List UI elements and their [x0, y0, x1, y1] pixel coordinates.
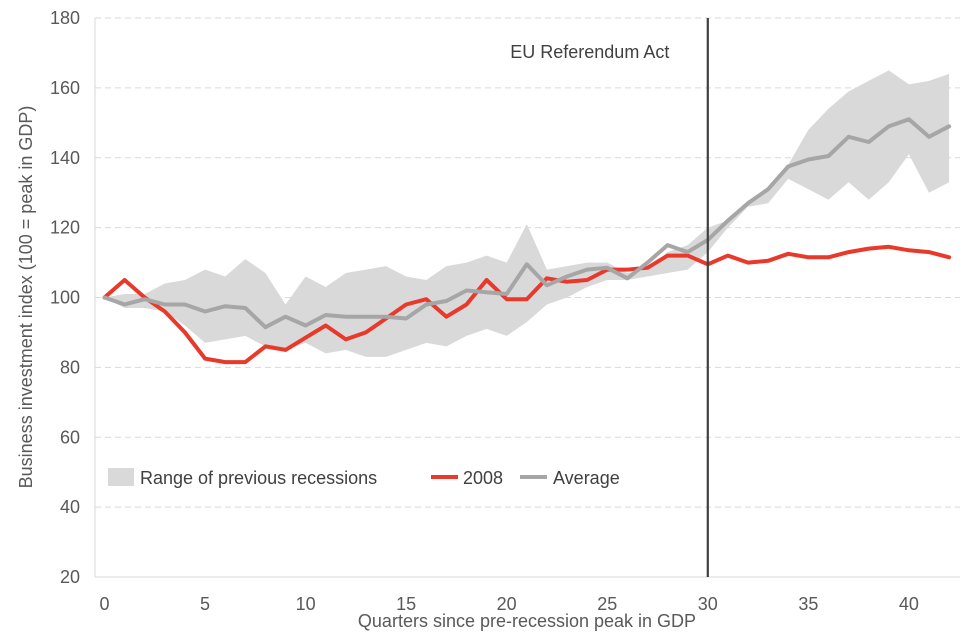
x-tick-10: 10 — [296, 594, 316, 614]
annotation-layer: EU Referendum Act — [510, 18, 709, 577]
x-tick-25: 25 — [597, 594, 617, 614]
x-tick-labels: 0 5 10 15 20 25 30 35 40 — [99, 594, 918, 614]
y-tick-120: 120 — [50, 218, 80, 238]
y-tick-180: 180 — [50, 8, 80, 28]
x-tick-15: 15 — [396, 594, 416, 614]
range-band — [104, 70, 950, 357]
y-tick-60: 60 — [60, 427, 80, 447]
series-line-average — [102, 117, 952, 330]
x-tick-0: 0 — [99, 594, 109, 614]
x-axis-title: Quarters since pre-recession peak in GDP — [358, 611, 696, 631]
y-tick-20: 20 — [60, 567, 80, 587]
x-tick-40: 40 — [899, 594, 919, 614]
y-tick-140: 140 — [50, 148, 80, 168]
legend-label-range: Range of previous recessions — [140, 468, 377, 488]
band-layer — [104, 70, 950, 357]
y-axis-title: Business investment index (100 = peak in… — [16, 106, 36, 489]
annotation-label: EU Referendum Act — [510, 42, 669, 62]
x-tick-5: 5 — [200, 594, 210, 614]
y-tick-100: 100 — [50, 288, 80, 308]
y-tick-80: 80 — [60, 357, 80, 377]
series-line-2008 — [102, 244, 952, 365]
x-tick-30: 30 — [698, 594, 718, 614]
legend-label-average: Average — [553, 468, 620, 488]
x-tick-35: 35 — [798, 594, 818, 614]
legend: Range of previous recessions 2008 Averag… — [108, 468, 620, 488]
series-layer — [102, 117, 952, 365]
legend-swatch-range — [108, 468, 134, 486]
y-tick-labels: 20 40 60 80 100 120 140 160 180 — [50, 8, 80, 587]
x-tick-20: 20 — [497, 594, 517, 614]
legend-label-2008: 2008 — [463, 468, 503, 488]
y-tick-160: 160 — [50, 78, 80, 98]
y-tick-40: 40 — [60, 497, 80, 517]
